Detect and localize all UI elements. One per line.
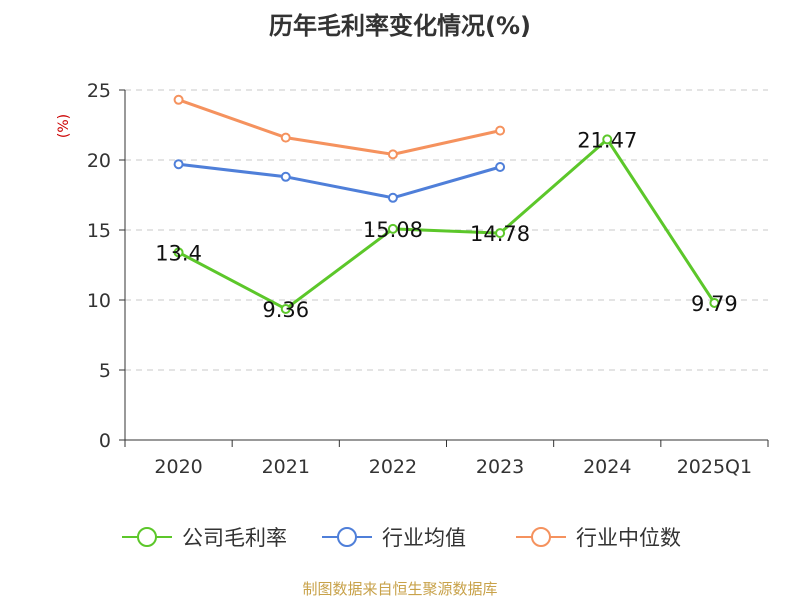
data-point: [280, 171, 291, 182]
x-tick-label: 2023: [476, 456, 524, 478]
data-point: [495, 162, 506, 172]
x-tick-label: 2024: [583, 456, 631, 478]
legend-marker-icon: [531, 527, 551, 547]
data-point: [709, 297, 720, 308]
data-point: [602, 134, 613, 145]
y-tick-label: 5: [99, 360, 111, 382]
y-tick-label: 15: [87, 220, 111, 242]
data-label: 15.08: [363, 218, 423, 242]
legend-item[interactable]: 行业均值: [322, 526, 466, 550]
data-label: 9.79: [691, 292, 738, 316]
chart-title: 历年毛利率变化情况(%): [269, 12, 531, 40]
data-point: [280, 303, 291, 314]
data-point: [495, 228, 506, 239]
data-point: [173, 159, 184, 170]
x-tick-label: 2022: [369, 456, 417, 478]
data-label: 14.78: [470, 222, 530, 246]
legend-label: 公司毛利率: [182, 526, 287, 550]
legend-marker-icon: [337, 527, 357, 547]
legend-marker-icon: [137, 527, 157, 547]
legend-label: 行业中位数: [576, 526, 681, 550]
data-point: [495, 125, 506, 136]
legend-item[interactable]: 公司毛利率: [122, 526, 287, 550]
data-label: 9.36: [262, 298, 309, 322]
y-tick-label: 20: [87, 150, 111, 172]
x-tick-label: 2021: [262, 456, 310, 478]
data-point: [280, 132, 291, 143]
series-line: [177, 137, 716, 311]
series: [173, 94, 720, 314]
legend-label: 行业均值: [382, 526, 466, 550]
x-tick-label: 2025Q1: [677, 456, 752, 478]
y-tick-label: 0: [99, 430, 111, 452]
data-label: 21.47: [577, 128, 637, 152]
data-point: [387, 192, 398, 203]
y-tick-label: 10: [87, 290, 111, 312]
source-note: 制图数据来自恒生聚源数据库: [302, 580, 498, 598]
data-point: [387, 149, 398, 160]
data-point: [387, 223, 398, 234]
data-labels: 13.4 9.36 15.08 14.78 21.47 9.79: [155, 128, 738, 322]
legend: 公司毛利率 行业均值 行业中位数: [122, 526, 681, 550]
data-point: [173, 247, 184, 258]
x-tick-label: 2020: [154, 456, 202, 478]
axes: 0 5 10 15 20 25 (%) 2020 2021 2022 2023 2024 2025Q1: [56, 80, 769, 478]
series-line: [178, 162, 501, 200]
data-point: [173, 94, 184, 105]
y-axis-unit: (%): [56, 114, 72, 138]
y-tick-label: 25: [87, 80, 111, 102]
data-label: 13.4: [155, 241, 202, 265]
series-line: [178, 98, 501, 156]
legend-item[interactable]: 行业中位数: [516, 526, 681, 550]
